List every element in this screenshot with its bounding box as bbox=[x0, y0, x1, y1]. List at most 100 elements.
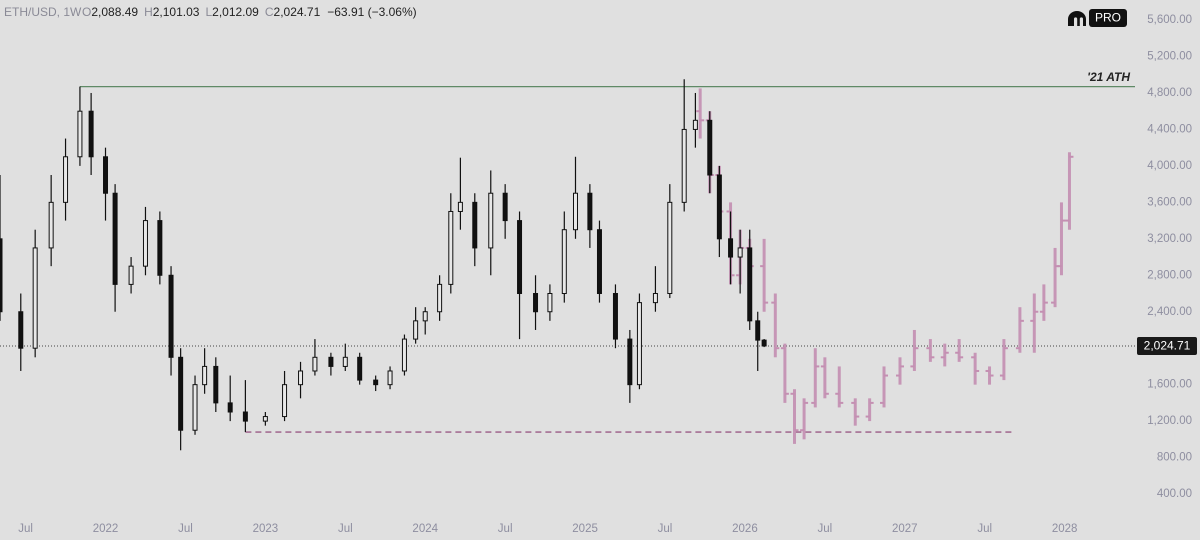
candle-body bbox=[517, 220, 523, 295]
ath-label: '21 ATH bbox=[1087, 70, 1130, 84]
candle-body bbox=[627, 338, 633, 386]
candle-body bbox=[448, 210, 454, 285]
x-tick-label: Jul bbox=[818, 523, 833, 535]
candle-body bbox=[312, 356, 318, 372]
y-tick-label: 800.00 bbox=[1157, 452, 1192, 464]
candle-body bbox=[612, 293, 618, 340]
legend-key: L bbox=[205, 5, 212, 19]
plot bbox=[0, 79, 1135, 451]
legend-change: −63.91 (−3.06%) bbox=[327, 5, 416, 19]
candle-body bbox=[737, 247, 743, 258]
candle-body bbox=[128, 265, 134, 285]
legend-key: H bbox=[144, 5, 153, 19]
x-tick-label: 2025 bbox=[572, 523, 598, 535]
candle-body bbox=[157, 220, 163, 276]
candle-body bbox=[63, 156, 69, 203]
candle-body bbox=[77, 110, 83, 158]
logo-badge bbox=[1089, 9, 1127, 27]
candle-body bbox=[401, 338, 407, 372]
symbol: ETH/USD, 1W bbox=[4, 5, 82, 19]
legend-value: 2,024.71 bbox=[274, 5, 321, 19]
x-tick-label: 2027 bbox=[892, 523, 918, 535]
candle-body bbox=[213, 365, 219, 404]
candle-body bbox=[342, 356, 348, 367]
candle-body bbox=[32, 247, 38, 349]
x-tick-label: Jul bbox=[18, 523, 33, 535]
candle-body bbox=[18, 311, 24, 349]
candle-body bbox=[202, 365, 208, 386]
candle-body bbox=[587, 192, 593, 231]
candle-body bbox=[437, 283, 443, 313]
candle-body bbox=[357, 356, 363, 381]
y-tick-label: 5,600.00 bbox=[1147, 14, 1192, 26]
last-price-badge bbox=[1137, 336, 1197, 355]
x-tick-label: Jul bbox=[977, 523, 992, 535]
candle-body bbox=[227, 402, 233, 413]
y-tick-label: 5,200.00 bbox=[1147, 51, 1192, 63]
candle-body bbox=[178, 356, 184, 431]
y-tick-label: 1,200.00 bbox=[1147, 415, 1192, 427]
x-tick-label: 2022 bbox=[93, 523, 119, 535]
candle-body bbox=[761, 339, 767, 347]
y-tick-label: 3,600.00 bbox=[1147, 196, 1192, 208]
candle-body bbox=[561, 229, 567, 295]
candle-body bbox=[103, 156, 109, 194]
candle-body bbox=[262, 416, 268, 422]
candle-body bbox=[502, 192, 508, 222]
legend-value: 2,012.09 bbox=[212, 5, 259, 19]
candle-body bbox=[596, 229, 602, 295]
candle-body bbox=[681, 128, 687, 203]
candle-body bbox=[282, 384, 288, 418]
candle-body bbox=[142, 220, 148, 267]
y-tick-label: 1,600.00 bbox=[1147, 379, 1192, 391]
candle-body bbox=[242, 411, 248, 422]
candle-body bbox=[747, 247, 753, 322]
last-price-label: 2,024.71 bbox=[1144, 339, 1191, 353]
logo: PRO bbox=[1068, 9, 1127, 27]
candle-body bbox=[652, 293, 658, 304]
y-tick-label: 4,400.00 bbox=[1147, 123, 1192, 135]
candle-body bbox=[472, 201, 478, 249]
y-tick-label: 400.00 bbox=[1157, 488, 1192, 500]
x-tick-label: Jul bbox=[498, 523, 513, 535]
candle-body bbox=[168, 274, 174, 358]
candle-body bbox=[387, 370, 393, 386]
x-tick-label: Jul bbox=[658, 523, 673, 535]
x-tick-label: Jul bbox=[178, 523, 193, 535]
candle-body bbox=[572, 192, 578, 231]
candle-body bbox=[422, 311, 428, 322]
candle-body bbox=[716, 174, 722, 240]
logo-icon bbox=[1068, 11, 1086, 26]
candle-body bbox=[547, 293, 553, 313]
candle-body bbox=[192, 384, 198, 431]
x-tick-label: 2023 bbox=[253, 523, 279, 535]
candle-body bbox=[48, 201, 54, 249]
candle-body bbox=[488, 192, 494, 249]
candle-body bbox=[667, 201, 673, 295]
x-tick-label: Jul bbox=[338, 523, 353, 535]
candle-body bbox=[636, 302, 642, 386]
logo-text: PRO bbox=[1095, 11, 1121, 25]
y-tick-label: 4,000.00 bbox=[1147, 160, 1192, 172]
candle-body bbox=[692, 119, 698, 130]
legend-value: 2,101.03 bbox=[153, 5, 200, 19]
candle-body bbox=[728, 238, 734, 258]
x-tick-label: 2026 bbox=[732, 523, 758, 535]
candle-body bbox=[298, 370, 304, 386]
candle-body bbox=[457, 201, 463, 212]
y-tick-label: 2,800.00 bbox=[1147, 269, 1192, 281]
y-tick-label: 3,200.00 bbox=[1147, 233, 1192, 245]
candle-body bbox=[88, 110, 94, 158]
legend-key: O bbox=[82, 5, 91, 19]
candle-body bbox=[533, 293, 539, 313]
candle-body bbox=[373, 379, 379, 386]
candle-body bbox=[112, 192, 118, 285]
legend-key: C bbox=[265, 5, 274, 19]
candle-body bbox=[328, 356, 334, 367]
candle-body bbox=[707, 119, 713, 176]
y-tick-label: 4,800.00 bbox=[1147, 87, 1192, 99]
y-tick-label: 2,400.00 bbox=[1147, 306, 1192, 318]
candle-body bbox=[0, 238, 3, 313]
candle-body bbox=[755, 320, 761, 341]
